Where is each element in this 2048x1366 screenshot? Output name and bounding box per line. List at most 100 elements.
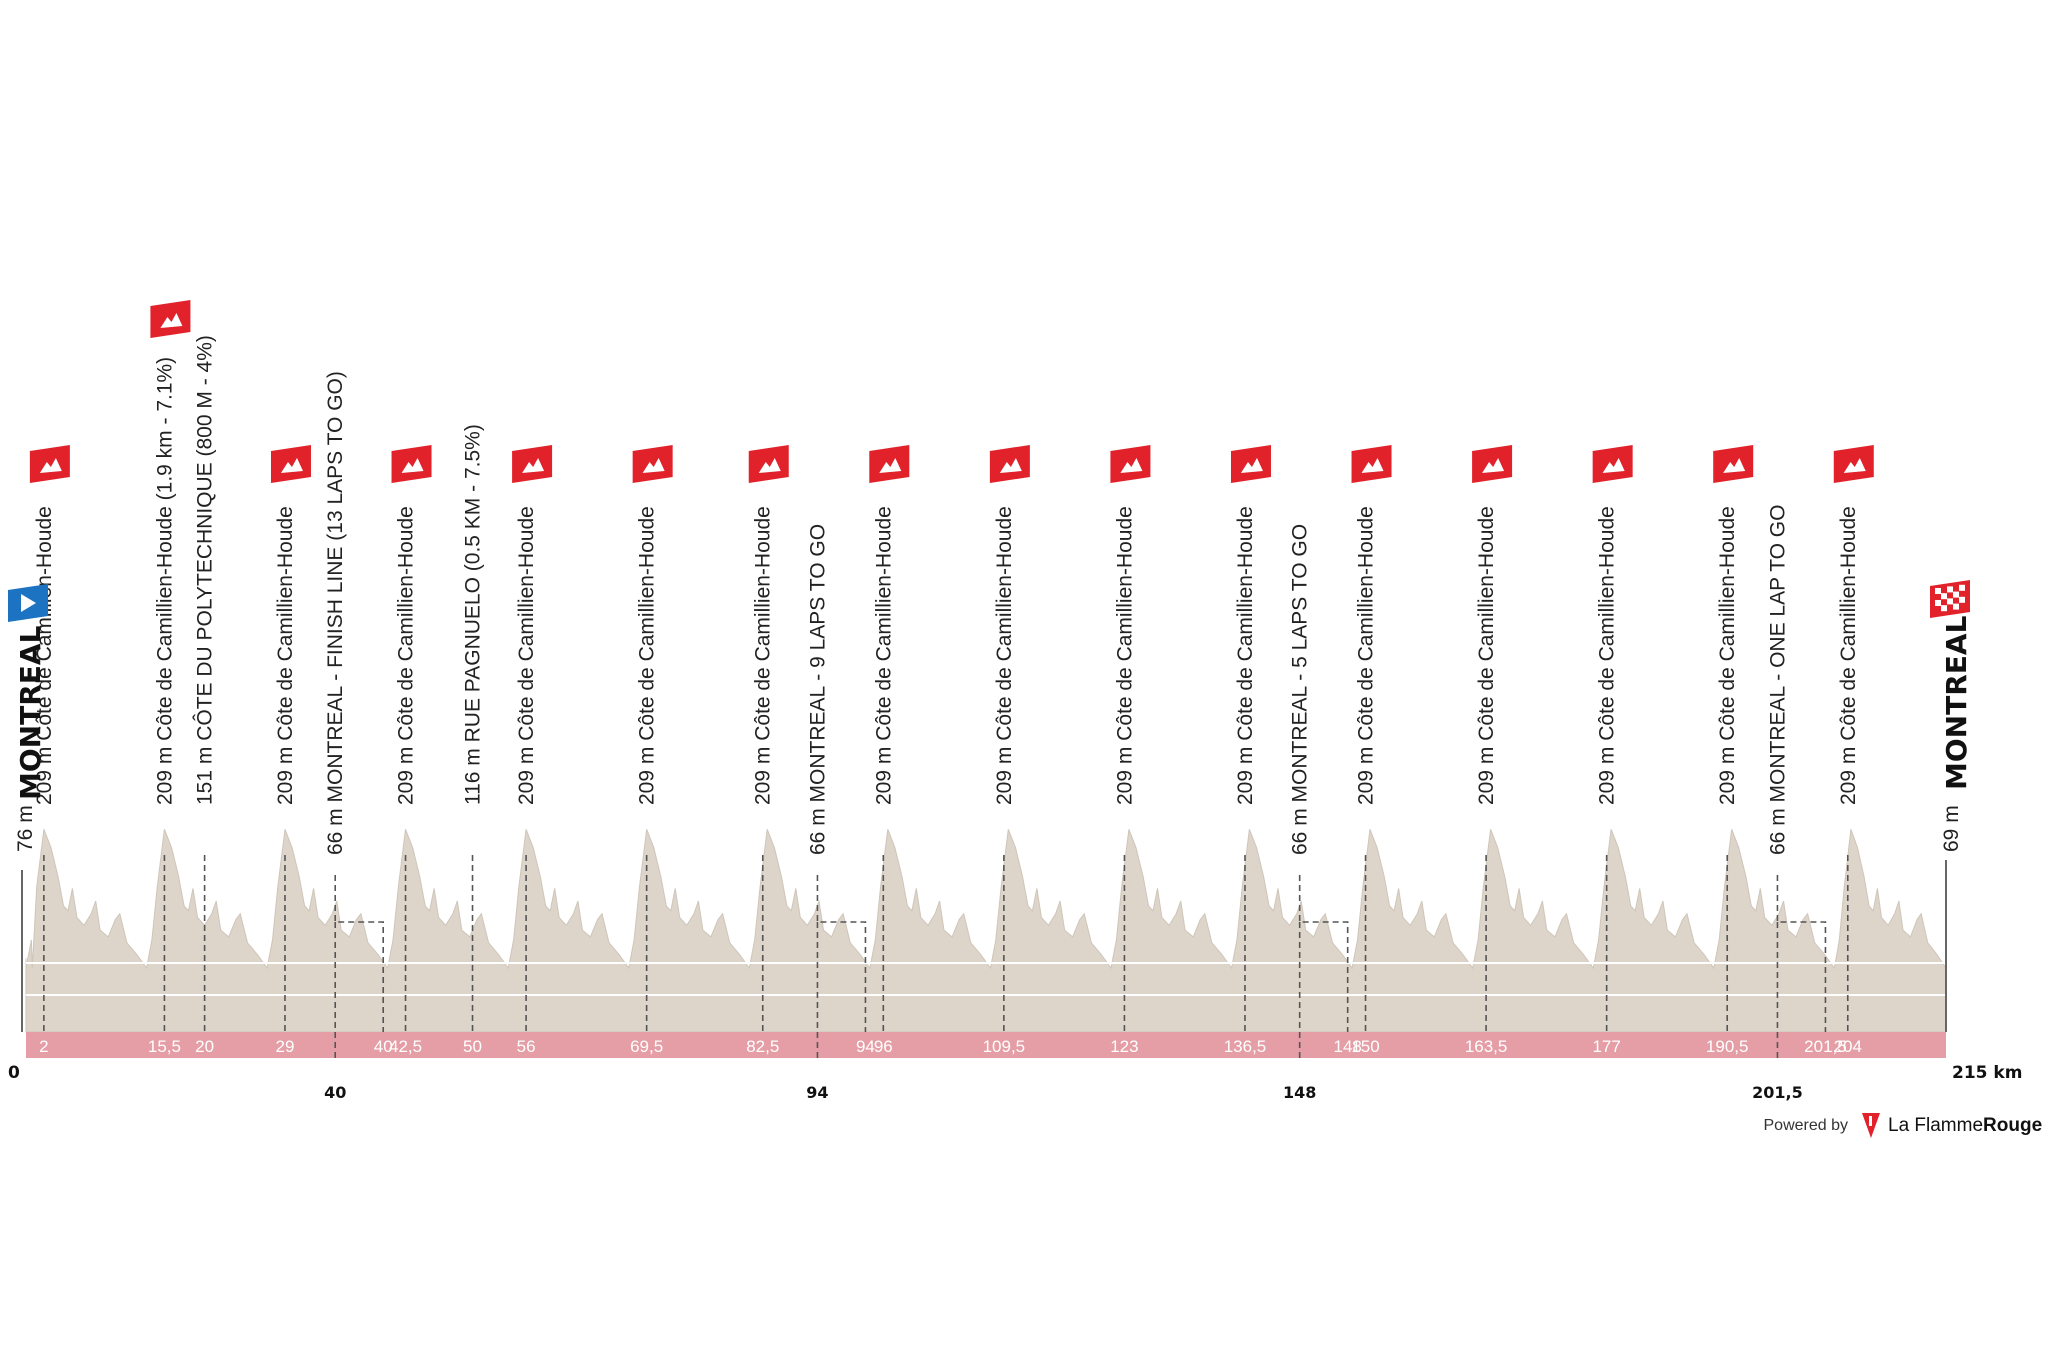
km-tick-177: 177 — [1592, 1037, 1620, 1056]
flag-shape — [391, 445, 432, 483]
mountain-flag-icon — [1472, 445, 1513, 483]
mountain-glyph — [401, 458, 424, 473]
mountain-flag-icon — [869, 445, 910, 483]
km-tick-201,5: 201,5 — [1804, 1037, 1847, 1056]
flag-shape — [1833, 445, 1874, 483]
mountain-flag-icon — [1713, 445, 1754, 483]
mountain-glyph — [1723, 458, 1746, 473]
checker-cell — [1935, 600, 1941, 606]
flag-shape — [512, 445, 553, 483]
checker-cell — [1935, 588, 1941, 594]
km-band-rect — [26, 1032, 1946, 1058]
km-tick-150: 150 — [1351, 1037, 1379, 1056]
point-label-163,5: 209 m Côte de Camillien-Houde — [1475, 506, 1498, 805]
point-label-123: 209 m Côte de Camillien-Houde — [1113, 506, 1136, 805]
checker-cell — [1953, 591, 1959, 598]
point-label-177: 209 m Côte de Camillien-Houde — [1596, 506, 1619, 805]
km-tick-96: 96 — [874, 1037, 893, 1056]
finish-group: MONTREAL 69 m — [1930, 580, 1973, 1032]
km-end-label: 215 km — [1952, 1063, 2022, 1083]
km-tick-190,5: 190,5 — [1706, 1037, 1749, 1056]
km-sub-label-148: 148 — [1283, 1083, 1316, 1102]
mountain-glyph — [879, 458, 902, 473]
km-tick-82,5: 82,5 — [746, 1037, 779, 1056]
km-tick-109,5: 109,5 — [983, 1037, 1026, 1056]
mountain-glyph — [1361, 458, 1384, 473]
point-label-190,5: 209 m Côte de Camillien-Houde — [1716, 506, 1739, 805]
km-tick-2: 2 — [39, 1037, 48, 1056]
la-flamme-rouge-logo-icon — [1862, 1113, 1880, 1138]
brand-name: La FlammeRouge — [1888, 1115, 2042, 1136]
km-sub-label-201,5: 201,5 — [1752, 1083, 1803, 1102]
flag-shape — [632, 445, 673, 483]
point-label-56: 209 m Côte de Camillien-Houde — [515, 506, 538, 805]
km-tick-123: 123 — [1110, 1037, 1138, 1056]
flag-shape — [1230, 445, 1271, 483]
leader-line-201,5 — [1776, 875, 1827, 1032]
elevation-profile — [25, 829, 1947, 1039]
flag-shape — [748, 445, 789, 483]
mountain-glyph — [999, 458, 1022, 473]
km-tick-94: 94 — [856, 1037, 875, 1056]
flag-shape — [29, 445, 70, 483]
checker-cell — [1959, 596, 1965, 603]
point-label-40: 66 m MONTREAL - FINISH LINE (13 LAPS TO … — [324, 371, 347, 855]
point-label-20: 151 m CÔTE DU POLYTECHNIQUE (800 M - 4%) — [194, 335, 217, 805]
leader-line-40 — [334, 875, 385, 1032]
flag-shape — [1713, 445, 1754, 483]
mountain-glyph — [1843, 458, 1866, 473]
flag-shape — [869, 445, 910, 483]
point-label-150: 209 m Côte de Camillien-Houde — [1355, 506, 1378, 805]
km-tick-163,5: 163,5 — [1465, 1037, 1508, 1056]
mountain-flag-icon — [1833, 445, 1874, 483]
km-sub-label-40: 40 — [324, 1083, 346, 1102]
point-label-136,5: 209 m Côte de Camillien-Houde — [1234, 506, 1257, 805]
start-town: MONTREAL — [14, 625, 47, 800]
point-label-204: 209 m Côte de Camillien-Houde — [1837, 506, 1860, 805]
start-group: MONTREAL 76 m — [8, 584, 48, 1032]
flag-shape — [1110, 445, 1151, 483]
km-start-label: 0 — [8, 1063, 20, 1083]
point-label-94: 66 m MONTREAL - 9 LAPS TO GO — [806, 524, 829, 855]
point-leader-lines — [43, 855, 1849, 1058]
point-label-29: 209 m Côte de Camillien-Houde — [274, 506, 297, 805]
flag-shape — [989, 445, 1030, 483]
mountain-flag-icon — [512, 445, 553, 483]
point-label-69,5: 209 m Côte de Camillien-Houde — [636, 506, 659, 805]
start-elevation: 76 m — [14, 805, 37, 852]
flag-shape — [150, 300, 191, 338]
km-tick-69,5: 69,5 — [630, 1037, 663, 1056]
mountain-flag-icon — [270, 445, 311, 483]
mountain-flag-icon — [632, 445, 673, 483]
finish-town: MONTREAL — [1940, 615, 1973, 790]
mountain-flag-icon — [391, 445, 432, 483]
play-glyph — [21, 594, 36, 612]
finish-elevation: 69 m — [1940, 805, 1963, 852]
flag-shape — [1351, 445, 1392, 483]
checker-cell — [1959, 584, 1965, 591]
mountain-glyph — [1482, 458, 1505, 473]
mountain-glyph — [39, 458, 62, 473]
checker-cell — [1947, 598, 1953, 605]
mountain-flag-icon — [1230, 445, 1271, 483]
mountain-glyph — [1120, 458, 1143, 473]
mountain-glyph — [280, 458, 303, 473]
mountain-flag-icon — [150, 300, 191, 338]
mountain-flag-icon — [1351, 445, 1392, 483]
mountain-glyph — [1240, 458, 1263, 473]
mountain-glyph — [160, 313, 183, 328]
km-sub-label-94: 94 — [806, 1083, 828, 1102]
point-label-42,5: 209 m Côte de Camillien-Houde — [395, 506, 418, 805]
mountain-flag-icon — [748, 445, 789, 483]
checker-cell — [1947, 586, 1953, 593]
point-label-50: 116 m RUE PAGNUELO (0.5 KM - 7.5%) — [462, 424, 485, 805]
point-label-201,5: 66 m MONTREAL - ONE LAP TO GO — [1766, 505, 1789, 855]
leader-line-148 — [1298, 875, 1349, 1032]
mountain-glyph — [758, 458, 781, 473]
km-tick-29: 29 — [276, 1037, 295, 1056]
mountain-glyph — [642, 458, 665, 473]
flag-shape — [1472, 445, 1513, 483]
climb-flags — [29, 300, 1874, 483]
